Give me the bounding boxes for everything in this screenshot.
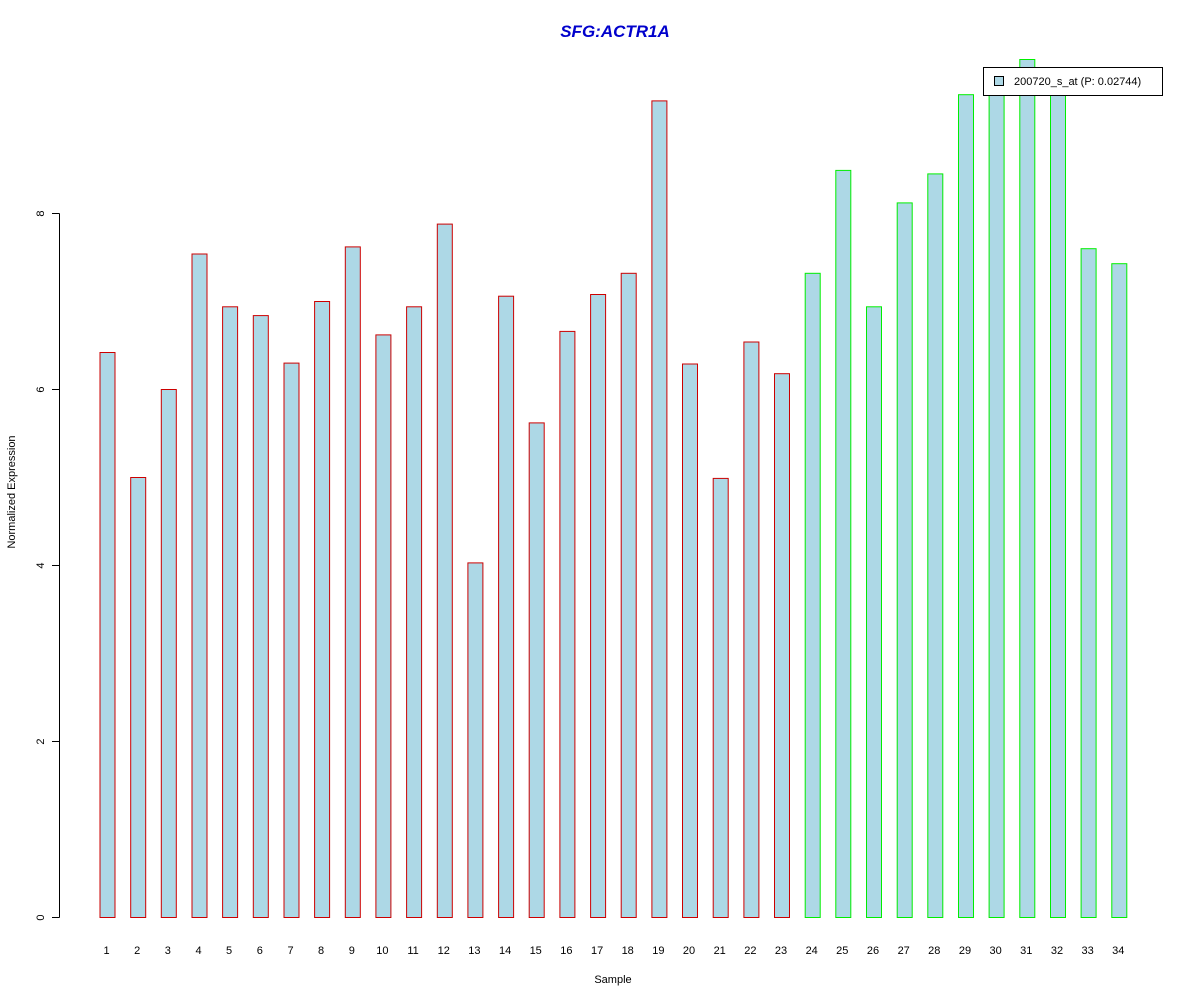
x-tick-label: 23 [775, 945, 787, 957]
bar [590, 294, 607, 918]
bar [896, 202, 913, 918]
x-tick-label: 16 [560, 945, 572, 957]
y-tick-label: 8 [35, 210, 47, 216]
y-tick-label: 4 [35, 562, 47, 568]
y-tick-label: 0 [35, 914, 47, 920]
bars [99, 59, 1128, 919]
x-tick-label: 13 [468, 945, 480, 957]
x-tick-label: 7 [287, 945, 293, 957]
bar [743, 341, 760, 918]
x-tick-label: 26 [867, 945, 879, 957]
x-tick-label: 28 [928, 945, 940, 957]
bar [927, 173, 944, 918]
y-tick-label: 2 [35, 738, 47, 744]
x-tick-label: 21 [714, 945, 726, 957]
x-tick-label: 25 [836, 945, 848, 957]
bar [99, 352, 116, 918]
bar [498, 295, 515, 918]
bar [559, 330, 576, 918]
bar [682, 363, 698, 918]
bar [130, 477, 147, 918]
bar [406, 306, 423, 918]
x-tick-labels: 1 2 3 4 5 6 7 8 9 10 11 12 13 14 15 16 17 18 19 20 21 22 23 24 2… [103, 945, 1124, 957]
y-tick-label: 6 [35, 386, 47, 392]
x-tick-label: 10 [376, 945, 388, 957]
bar [835, 169, 852, 918]
x-tick-label: 24 [806, 945, 818, 957]
x-tick-label: 3 [165, 945, 171, 957]
legend: 200720_s_at (P: 0.02744) [983, 67, 1163, 96]
x-tick-label: 5 [226, 945, 232, 957]
x-tick-label: 30 [989, 945, 1001, 957]
bar [528, 422, 545, 918]
x-tick-label: 14 [499, 945, 511, 957]
y-axis-label: Normalized Expression [6, 435, 18, 548]
x-tick-label: 27 [898, 945, 910, 957]
x-tick-label: 29 [959, 945, 971, 957]
x-axis-label: Sample [594, 974, 631, 986]
bar [1111, 263, 1128, 918]
x-tick-label: 18 [622, 945, 634, 957]
legend-box [983, 67, 1163, 96]
bar [866, 306, 882, 918]
bar [191, 253, 208, 918]
x-tick-label: 34 [1112, 945, 1124, 957]
chart-title: SFG:ACTR1A [560, 22, 670, 41]
bar [620, 272, 637, 918]
bar [375, 334, 392, 918]
bar [1080, 248, 1097, 918]
bar [804, 272, 821, 918]
x-tick-label: 12 [438, 945, 450, 957]
x-tick-label: 31 [1020, 945, 1032, 957]
x-tick-label: 33 [1081, 945, 1093, 957]
bar [252, 315, 269, 919]
bar [651, 100, 668, 918]
bar [712, 477, 729, 918]
x-tick-label: 2 [134, 945, 140, 957]
x-tick-label: 17 [591, 945, 603, 957]
bar [436, 223, 453, 919]
x-tick-label: 1 [103, 945, 109, 957]
x-tick-label: 8 [318, 945, 324, 957]
bar [958, 94, 974, 918]
bar [160, 389, 177, 918]
x-tick-label: 32 [1051, 945, 1063, 957]
x-tick-label: 11 [407, 945, 418, 957]
x-tick-label: 22 [744, 945, 756, 957]
x-tick-label: 20 [683, 945, 695, 957]
legend-swatch [994, 76, 1004, 86]
bar [774, 373, 790, 918]
bar [222, 306, 239, 918]
x-tick-label: 15 [530, 945, 542, 957]
bar [988, 89, 1005, 919]
y-axis: 0 2 4 6 8 [35, 210, 60, 921]
bar [467, 562, 484, 919]
x-tick-label: 9 [349, 945, 355, 957]
bar [1019, 59, 1036, 918]
x-tick-label: 6 [257, 945, 263, 957]
bar [283, 362, 300, 919]
x-tick-label: 19 [652, 945, 664, 957]
x-tick-label: 4 [195, 945, 201, 957]
legend-label: 200720_s_at (P: 0.02744) [1014, 76, 1141, 88]
bar [1050, 89, 1066, 919]
bar [344, 246, 361, 918]
bar [314, 301, 331, 918]
